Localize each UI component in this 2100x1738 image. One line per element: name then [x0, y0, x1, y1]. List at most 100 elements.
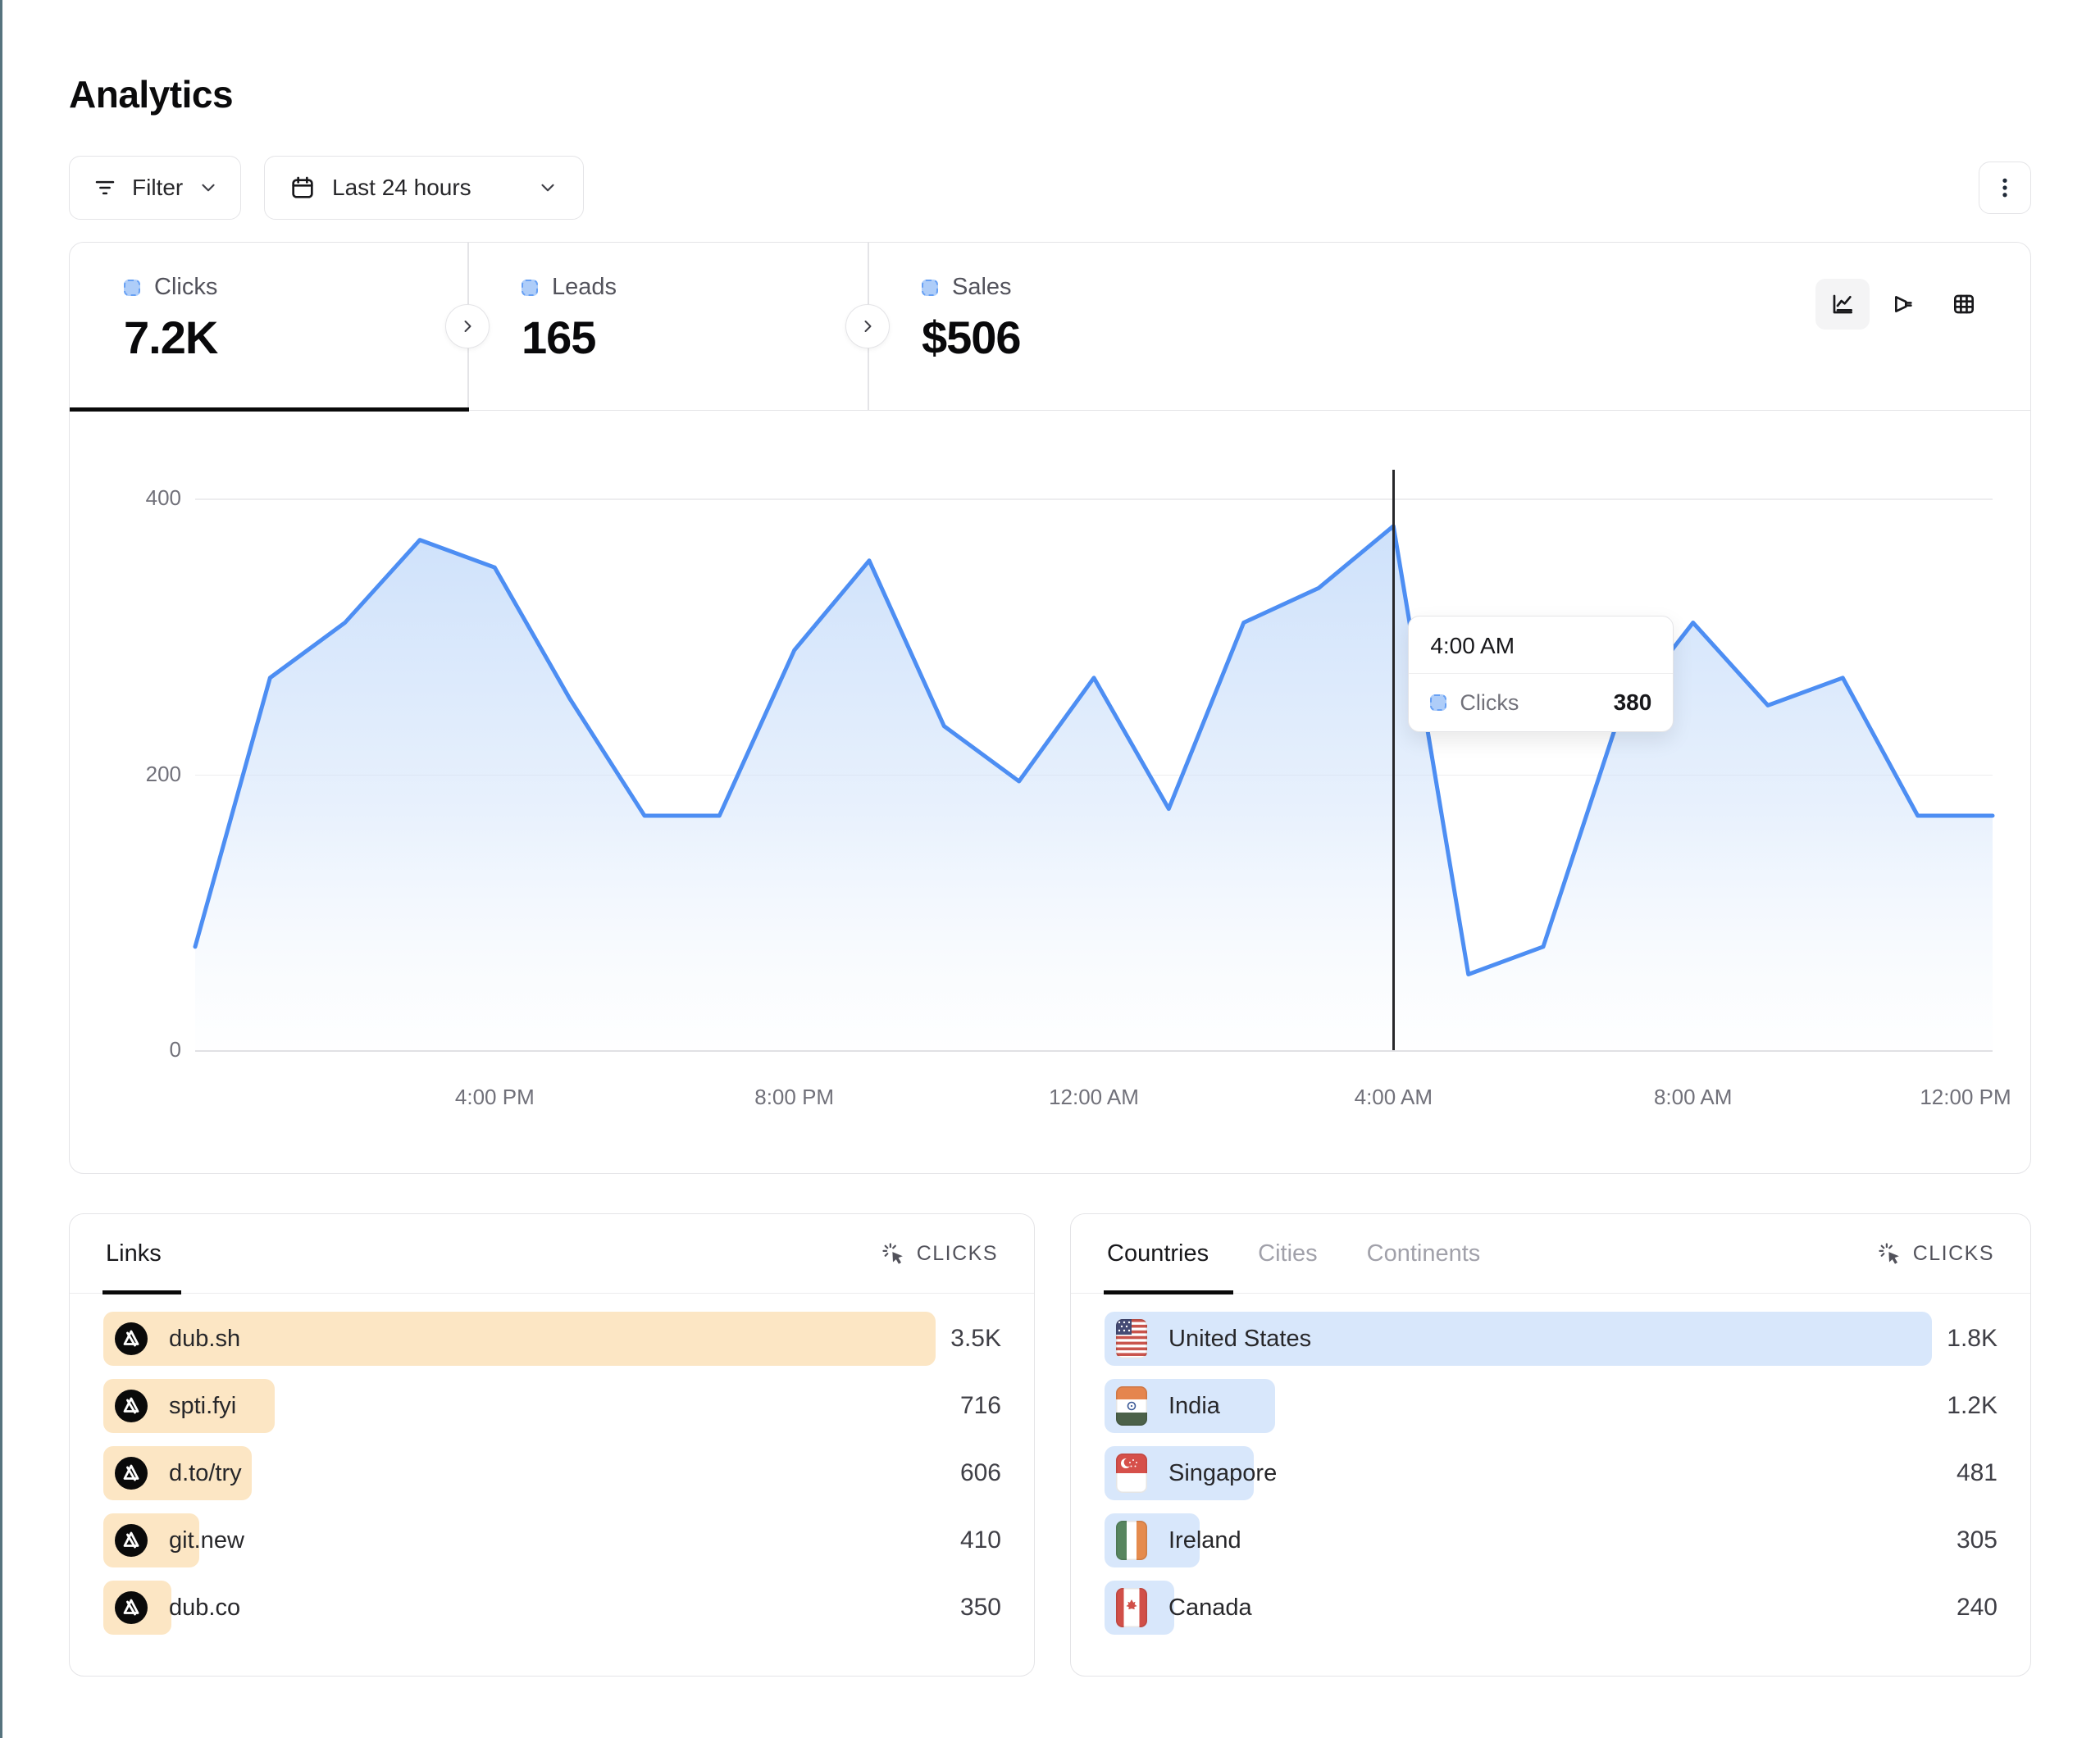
row-label: Canada: [1168, 1594, 1252, 1621]
row-label: git.new: [169, 1526, 244, 1554]
filter-button[interactable]: Filter: [69, 156, 241, 220]
dub-logo-icon: [115, 1457, 148, 1490]
links-panel: Links CLICKS dub.sh 3.5K spti.fyi 716 d.…: [69, 1213, 1035, 1677]
stat-value: 7.2K: [124, 312, 218, 363]
area-chart-plot: [193, 524, 1995, 1050]
tab-sales[interactable]: Sales $506: [868, 243, 1360, 411]
list-item[interactable]: git.new 410: [103, 1513, 1001, 1567]
filter-button-label: Filter: [132, 175, 184, 200]
expand-sales-button[interactable]: [845, 304, 890, 348]
row-label: dub.sh: [169, 1325, 241, 1352]
list-item[interactable]: Canada 240: [1105, 1581, 1998, 1635]
tab-continents[interactable]: Continents: [1366, 1240, 1481, 1267]
x-axis-tick-label: 12:00 PM: [1920, 1085, 2011, 1109]
flag-ca-icon: [1116, 1588, 1147, 1627]
tab-cities[interactable]: Cities: [1258, 1240, 1318, 1267]
kebab-menu-icon: [1993, 175, 2017, 200]
row-label: d.to/try: [169, 1459, 242, 1486]
row-value: 1.8K: [1947, 1325, 1998, 1352]
row-value: 305: [1956, 1526, 1998, 1554]
expand-leads-button[interactable]: [445, 304, 490, 348]
more-menu-button[interactable]: [1979, 162, 2031, 214]
row-label: Singapore: [1168, 1459, 1278, 1486]
stat-label: Leads: [552, 274, 617, 300]
clicks-legend-chip: [124, 279, 140, 296]
stat-label: Clicks: [154, 274, 218, 300]
table-grid-icon: [1951, 291, 1977, 317]
row-label: United States: [1168, 1325, 1312, 1352]
clicks-time-series-chart[interactable]: 400 200 0 4:00 AM Clicks 380 4:00 PM 8:00 P…: [70, 411, 2030, 1173]
locations-panel-header: Countries Cities Continents CLICKS: [1071, 1214, 2030, 1294]
countries-tab-underline: [1104, 1290, 1233, 1294]
links-panel-header: Links CLICKS: [70, 1214, 1034, 1294]
row-value: 410: [959, 1526, 1001, 1554]
chevron-right-icon: [458, 316, 477, 336]
calendar-icon: [289, 175, 316, 201]
row-value: 481: [1956, 1459, 1998, 1486]
chart-view-toggle: [1815, 279, 1991, 330]
tab-countries[interactable]: Countries: [1107, 1240, 1209, 1267]
chevron-right-icon: [858, 316, 877, 336]
row-label: India: [1168, 1392, 1220, 1419]
sales-legend-chip: [922, 279, 938, 296]
stats-row: Clicks 7.2K Leads 165 Sales $506: [70, 243, 2030, 412]
line-chart-view-button[interactable]: [1815, 279, 1870, 330]
leads-legend-chip: [522, 279, 538, 296]
tab-clicks[interactable]: Clicks 7.2K: [70, 243, 467, 411]
cursor-click-icon: [881, 1241, 905, 1266]
tab-leads[interactable]: Leads 165: [467, 243, 868, 411]
metric-label: CLICKS: [916, 1241, 998, 1265]
stat-value: $506: [922, 312, 1022, 363]
x-axis-tick-label: 12:00 AM: [1049, 1085, 1139, 1109]
chart-tooltip: 4:00 AM Clicks 380: [1408, 616, 1674, 732]
funnel-chart-view-button[interactable]: [1876, 279, 1930, 330]
list-item[interactable]: Singapore 481: [1105, 1446, 1998, 1500]
line-chart-icon: [1829, 291, 1856, 317]
cursor-click-icon: [1877, 1241, 1902, 1266]
row-value: 3.5K: [950, 1325, 1001, 1352]
x-axis-tick-label: 4:00 AM: [1354, 1085, 1433, 1109]
list-item[interactable]: Ireland 305: [1105, 1513, 1998, 1567]
row-label: spti.fyi: [169, 1392, 237, 1419]
flag-us-icon: [1116, 1319, 1147, 1358]
flag-ie-icon: [1116, 1521, 1147, 1560]
x-axis-tick-label: 8:00 PM: [754, 1085, 835, 1109]
row-label: dub.co: [169, 1594, 241, 1621]
active-tab-underline: [70, 407, 469, 412]
y-axis-tick-label: 200: [145, 761, 181, 786]
chevron-down-icon: [198, 177, 219, 198]
filter-lines-icon: [93, 175, 117, 200]
chevron-down-icon: [537, 177, 558, 198]
list-item[interactable]: India 1.2K: [1105, 1379, 1998, 1433]
table-view-button[interactable]: [1937, 279, 1991, 330]
analytics-card: Clicks 7.2K Leads 165 Sales $506: [69, 242, 2031, 1174]
funnel-chart-icon: [1890, 291, 1916, 317]
dub-logo-icon: [115, 1524, 148, 1557]
value-bar: [103, 1312, 936, 1366]
list-item[interactable]: dub.co 350: [103, 1581, 1001, 1635]
locations-panel: Countries Cities Continents CLICKS Unite…: [1070, 1213, 2031, 1677]
list-item[interactable]: d.to/try 606: [103, 1446, 1001, 1500]
date-range-button[interactable]: Last 24 hours: [264, 156, 584, 220]
y-axis-tick-label: 0: [169, 1037, 181, 1062]
x-axis-tick-label: 4:00 PM: [454, 1085, 535, 1109]
flag-sg-icon: [1116, 1454, 1147, 1493]
stat-value: 165: [522, 312, 596, 363]
value-bar: [1105, 1312, 1932, 1366]
tooltip-value: 380: [1613, 689, 1652, 715]
list-item[interactable]: United States 1.8K: [1105, 1312, 1998, 1366]
stat-label: Sales: [952, 274, 1012, 300]
row-value: 240: [1956, 1594, 1998, 1621]
tooltip-series-label: Clicks: [1460, 689, 1519, 715]
links-tab-underline: [102, 1290, 181, 1294]
tab-links[interactable]: Links: [106, 1240, 162, 1267]
list-item[interactable]: dub.sh 3.5K: [103, 1312, 1001, 1366]
metric-selector[interactable]: CLICKS: [1877, 1241, 1994, 1266]
dub-logo-icon: [115, 1591, 148, 1624]
x-axis-tick-label: 8:00 AM: [1653, 1085, 1733, 1109]
tooltip-legend-chip: [1430, 694, 1447, 711]
list-item[interactable]: spti.fyi 716: [103, 1379, 1001, 1433]
dub-logo-icon: [115, 1390, 148, 1422]
metric-selector[interactable]: CLICKS: [881, 1241, 998, 1266]
metric-label: CLICKS: [1912, 1241, 1994, 1265]
